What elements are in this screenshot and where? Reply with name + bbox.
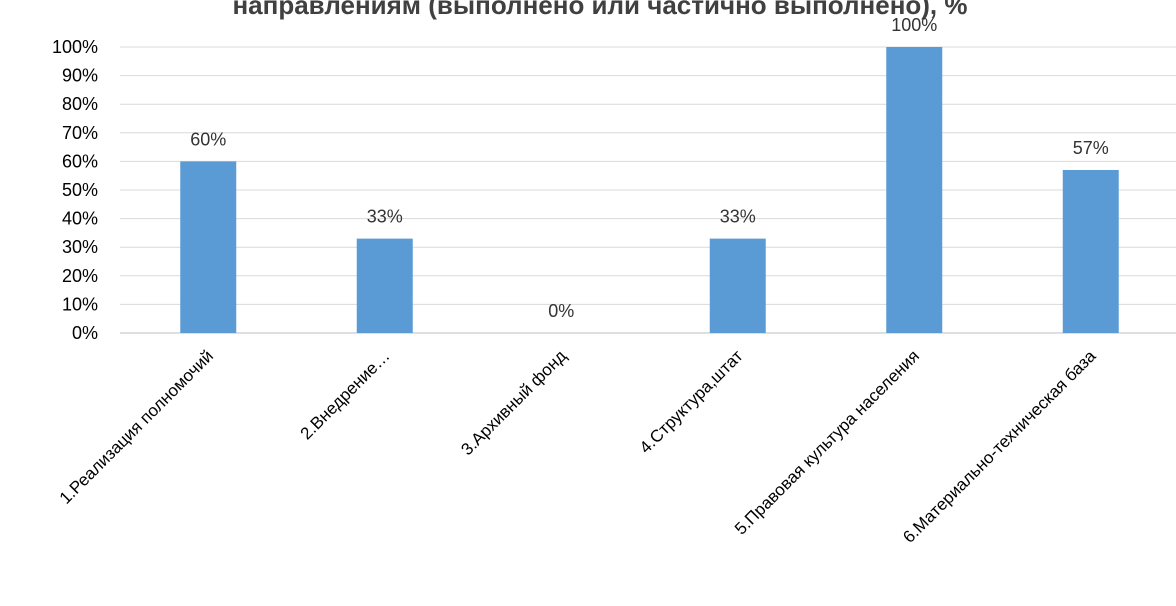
y-tick-label: 80% <box>62 94 98 114</box>
y-tick-label: 90% <box>62 66 98 86</box>
data-label: 33% <box>367 207 403 227</box>
data-label: 33% <box>720 207 756 227</box>
x-tick-label: 1.Реализация полномочий <box>56 346 217 507</box>
x-tick-label: 3.Архивный фонд <box>457 346 570 459</box>
data-label: 60% <box>190 129 226 149</box>
y-tick-label: 40% <box>62 209 98 229</box>
data-label: 100% <box>891 15 937 35</box>
y-tick-label: 0% <box>72 323 98 343</box>
y-tick-label: 20% <box>62 266 98 286</box>
y-tick-label: 10% <box>62 294 98 314</box>
y-tick-label: 60% <box>62 151 98 171</box>
data-labels: 60% 33% 0% 33% 100% 57% <box>190 15 1109 321</box>
gridlines <box>120 46 1176 334</box>
bar <box>709 238 766 333</box>
x-tick-label: 6.Материально-техническая база <box>899 346 1100 547</box>
bar <box>356 238 413 333</box>
x-tick-label: 5.Правовая культура населения <box>731 346 923 538</box>
bars <box>180 47 1119 333</box>
x-tick-label: 4.Структура,штат <box>636 346 747 457</box>
chart-title: направлениям (выполнено или частично вып… <box>232 0 967 20</box>
y-tick-label: 100% <box>52 37 98 57</box>
bar <box>886 47 943 333</box>
x-tick-label: 2.Внедрение… <box>297 346 394 443</box>
y-tick-label: 30% <box>62 237 98 257</box>
data-label: 57% <box>1073 138 1109 158</box>
x-axis-category-labels: 1.Реализация полномочий 2.Внедрение… 3.Арх… <box>56 346 1100 547</box>
data-label: 0% <box>548 301 574 321</box>
bar <box>1062 169 1119 333</box>
bar <box>180 161 237 333</box>
y-tick-label: 50% <box>62 180 98 200</box>
y-tick-label: 70% <box>62 123 98 143</box>
y-axis-tick-labels: 0% 10% 20% 30% 40% 50% 60% 70% 80% 90% 100% <box>52 37 98 343</box>
